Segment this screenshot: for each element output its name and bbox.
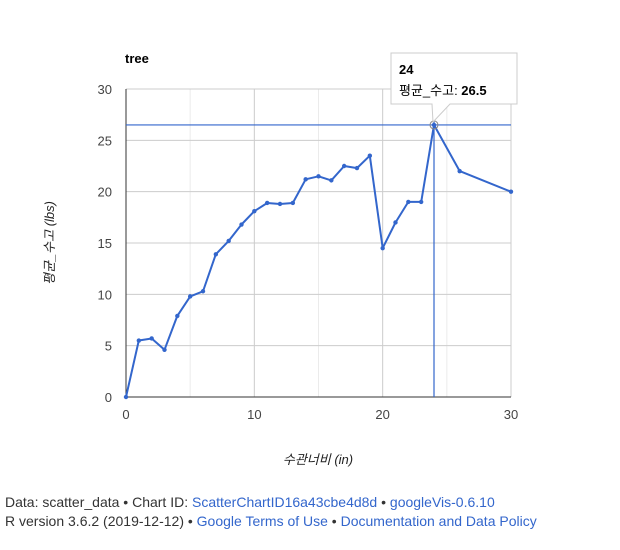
x-tick-labels: 0 10 20 30 (122, 407, 518, 422)
data-point[interactable] (418, 199, 424, 205)
y-tick-label: 10 (98, 287, 112, 302)
y-tick-label: 0 (105, 390, 112, 405)
chart-title: tree (125, 51, 149, 66)
y-tick-label: 25 (98, 133, 112, 148)
data-point[interactable] (277, 201, 283, 207)
data-point[interactable] (431, 122, 437, 128)
data-point[interactable] (187, 294, 193, 299)
data-point[interactable] (457, 168, 462, 174)
data-policy-link[interactable]: Documentation and Data Policy (340, 513, 537, 529)
data-point[interactable] (290, 200, 296, 206)
data-point[interactable] (367, 153, 373, 158)
x-axis-title: 수관너비 (in) (283, 452, 353, 467)
tooltip-value: 26.5 (461, 83, 486, 98)
data-point[interactable] (393, 220, 398, 225)
data-point[interactable] (200, 289, 206, 294)
footer-data-text: Data: scatter_data • Chart ID: (5, 494, 192, 510)
data-point[interactable] (213, 252, 219, 257)
footer-separator: • (377, 494, 390, 510)
data-point[interactable] (329, 178, 334, 183)
y-tick-label: 20 (98, 185, 112, 200)
terms-of-use-link[interactable]: Google Terms of Use (196, 513, 328, 529)
footer-line-2: R version 3.6.2 (2019-12-12) • Google Te… (5, 512, 537, 531)
y-axis-title: 평균_수고 (lbs) (42, 201, 57, 285)
data-point[interactable] (354, 165, 360, 171)
y-tick-labels: 0 5 10 15 20 25 30 (98, 82, 112, 405)
data-points[interactable] (123, 120, 514, 400)
googlevis-version-link[interactable]: googleVis-0.6.10 (389, 494, 495, 510)
y-tick-label: 15 (98, 236, 112, 251)
y-tick-label: 5 (105, 339, 112, 354)
data-point[interactable] (162, 347, 167, 352)
grid-lines (126, 88, 512, 397)
data-point[interactable] (226, 238, 231, 244)
data-point[interactable] (303, 177, 308, 182)
tooltip-title: 24 (399, 62, 414, 77)
data-point[interactable] (406, 199, 411, 205)
tooltip-box (390, 52, 518, 124)
y-tick-label: 30 (98, 82, 112, 97)
data-point[interactable] (175, 313, 180, 319)
line-chart: tree 0 5 10 15 20 25 30 0 10 20 30 수관너비 (in) 평균_수… (42, 51, 518, 467)
data-point[interactable] (149, 336, 154, 341)
axes (125, 89, 511, 398)
data-point[interactable] (136, 338, 142, 343)
tooltip-label: 평균_수고: (399, 83, 461, 98)
tooltip-body: 평균_수고: 26.5 (399, 83, 487, 98)
x-tick-label: 10 (247, 407, 261, 422)
chart-id-link[interactable]: ScatterChartID16a43cbe4d8d (191, 494, 378, 510)
data-point[interactable] (123, 394, 129, 400)
data-point[interactable] (341, 163, 347, 169)
footer: Data: scatter_data • Chart ID: ScatterCh… (5, 493, 537, 531)
data-point[interactable] (239, 222, 244, 227)
data-point[interactable] (508, 189, 514, 194)
x-tick-label: 30 (504, 407, 518, 422)
footer-r-version: R version 3.6.2 (2019-12-12) • (5, 513, 197, 529)
data-point[interactable] (380, 245, 385, 251)
x-tick-label: 20 (375, 407, 389, 422)
data-point[interactable] (252, 208, 257, 214)
data-point[interactable] (264, 200, 270, 206)
data-point[interactable] (316, 174, 321, 179)
footer-line-1: Data: scatter_data • Chart ID: ScatterCh… (5, 493, 537, 512)
x-tick-label: 0 (122, 407, 129, 422)
tooltip: 24 평균_수고: 26.5 (390, 52, 518, 124)
crosshair (126, 89, 511, 397)
footer-separator: • (327, 513, 341, 529)
